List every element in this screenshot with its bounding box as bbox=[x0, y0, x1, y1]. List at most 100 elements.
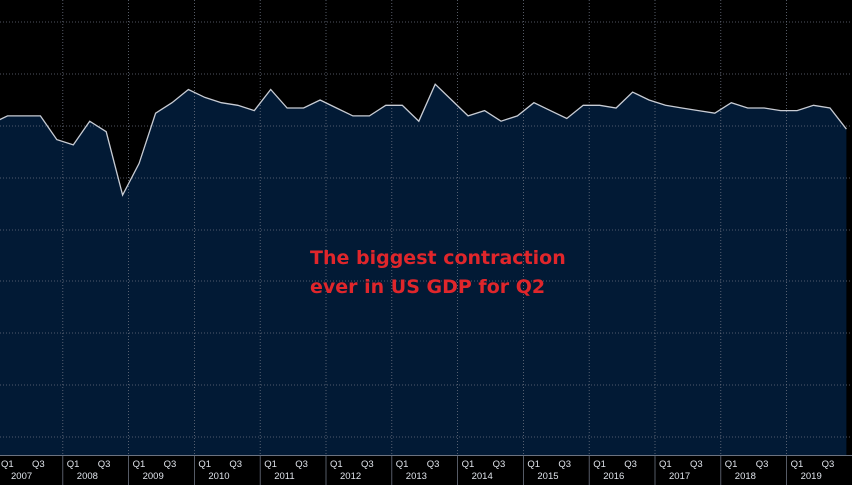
x-tick-label-q3: Q3 bbox=[164, 459, 177, 470]
x-tick-label-year: 2010 bbox=[208, 471, 229, 482]
annotation-line-2: ever in US GDP for Q2 bbox=[310, 276, 546, 298]
gdp-point bbox=[319, 99, 321, 101]
x-tick-label-q3: Q3 bbox=[98, 459, 111, 470]
x-tick-label-q1: Q1 bbox=[264, 459, 277, 470]
gdp-point bbox=[368, 115, 370, 117]
gridlines bbox=[0, 0, 852, 455]
gdp-point bbox=[122, 194, 124, 196]
x-tick-label-q3: Q3 bbox=[361, 459, 374, 470]
gdp-point bbox=[516, 115, 518, 117]
gdp-point bbox=[237, 104, 239, 106]
x-tick-label-year: 2019 bbox=[801, 471, 822, 482]
x-tick-label-year: 2009 bbox=[143, 471, 164, 482]
gdp-point bbox=[105, 131, 107, 133]
gdp-point bbox=[253, 110, 255, 112]
gdp-point bbox=[138, 162, 140, 164]
x-tick-label-q1: Q1 bbox=[330, 459, 343, 470]
gdp-point bbox=[56, 139, 58, 141]
gdp-point bbox=[220, 102, 222, 104]
gdp-point bbox=[780, 110, 782, 112]
gdp-point bbox=[796, 110, 798, 112]
x-tick-label-q1: Q1 bbox=[133, 459, 146, 470]
gdp-series-line bbox=[0, 83, 847, 197]
gdp-point bbox=[599, 104, 601, 106]
gdp-point bbox=[89, 120, 91, 122]
x-tick-label-q1: Q1 bbox=[198, 459, 211, 470]
x-tick-label-q1: Q1 bbox=[593, 459, 606, 470]
x-tick-label-q3: Q3 bbox=[32, 459, 45, 470]
x-tick-label-q3: Q3 bbox=[558, 459, 571, 470]
x-tick-label-year: 2013 bbox=[406, 471, 427, 482]
x-tick-label-year: 2012 bbox=[340, 471, 361, 482]
gdp-point bbox=[171, 102, 173, 104]
gdp-point bbox=[845, 128, 847, 130]
gdp-point bbox=[270, 89, 272, 91]
gdp-point bbox=[401, 104, 403, 106]
gdp-point bbox=[566, 118, 568, 120]
gdp-point bbox=[632, 91, 634, 93]
gdp-point bbox=[813, 104, 815, 106]
x-tick-label-q1: Q1 bbox=[1, 459, 14, 470]
gdp-point bbox=[582, 104, 584, 106]
gdp-point bbox=[500, 120, 502, 122]
gdp-point bbox=[549, 110, 551, 112]
gdp-point bbox=[187, 89, 189, 91]
gdp-point bbox=[434, 83, 436, 85]
gdp-point bbox=[451, 99, 453, 101]
x-tick-label-q1: Q1 bbox=[725, 459, 738, 470]
gdp-point bbox=[533, 102, 535, 104]
x-tick-label-q3: Q3 bbox=[229, 459, 242, 470]
gdp-point bbox=[155, 112, 157, 114]
x-tick-label-q3: Q3 bbox=[295, 459, 308, 470]
gdp-point bbox=[714, 112, 716, 114]
gdp-point bbox=[336, 107, 338, 109]
x-tick-label-year: 2017 bbox=[669, 471, 690, 482]
gdp-point bbox=[418, 120, 420, 122]
x-tick-label-year: 2018 bbox=[735, 471, 756, 482]
gdp-point bbox=[204, 96, 206, 98]
gdp-point bbox=[7, 115, 9, 117]
x-tick-label-q1: Q1 bbox=[791, 459, 804, 470]
gdp-point bbox=[648, 99, 650, 101]
gdp-point bbox=[286, 107, 288, 109]
x-tick-label-q1: Q1 bbox=[659, 459, 672, 470]
x-tick-label-year: 2016 bbox=[603, 471, 624, 482]
gdp-point bbox=[23, 115, 25, 117]
gdp-point bbox=[484, 110, 486, 112]
gdp-point bbox=[385, 104, 387, 106]
gdp-point bbox=[681, 107, 683, 109]
x-axis-band bbox=[0, 455, 852, 485]
gdp-point bbox=[352, 115, 354, 117]
x-tick-label-q1: Q1 bbox=[67, 459, 80, 470]
gdp-point bbox=[747, 107, 749, 109]
gdp-point bbox=[763, 107, 765, 109]
gdp-point bbox=[665, 104, 667, 106]
x-tick-label-year: 2011 bbox=[274, 471, 294, 482]
gdp-area bbox=[0, 84, 847, 455]
gdp-point bbox=[39, 115, 41, 117]
gdp-point bbox=[303, 107, 305, 109]
x-tick-label-q3: Q3 bbox=[624, 459, 637, 470]
x-tick-label-q1: Q1 bbox=[462, 459, 475, 470]
x-tick-label-year: 2014 bbox=[472, 471, 493, 482]
annotation: The biggest contraction ever in US GDP f… bbox=[310, 244, 566, 302]
gdp-point bbox=[72, 144, 74, 146]
gdp-point bbox=[829, 107, 831, 109]
x-tick-label-q3: Q3 bbox=[493, 459, 506, 470]
x-tick-label-q1: Q1 bbox=[396, 459, 409, 470]
gdp-point bbox=[467, 115, 469, 117]
annotation-line-1: The biggest contraction bbox=[310, 247, 566, 269]
x-tick-label-year: 2008 bbox=[77, 471, 98, 482]
x-tick-label-q3: Q3 bbox=[690, 459, 703, 470]
x-tick-label-q3: Q3 bbox=[756, 459, 769, 470]
x-tick-label-q3: Q3 bbox=[427, 459, 440, 470]
gdp-point bbox=[615, 107, 617, 109]
x-tick-label-year: 2015 bbox=[537, 471, 558, 482]
x-tick-label-year: 2007 bbox=[11, 471, 32, 482]
gdp-point bbox=[730, 102, 732, 104]
x-tick-label-q3: Q3 bbox=[822, 459, 835, 470]
x-tick-label-q1: Q1 bbox=[527, 459, 540, 470]
gdp-point bbox=[697, 110, 699, 112]
